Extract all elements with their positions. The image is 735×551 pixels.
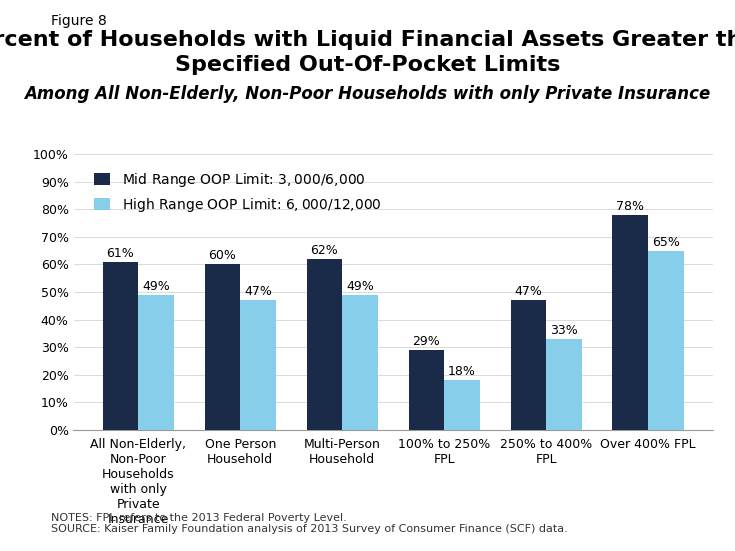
Bar [444,380,480,430]
Text: 62%: 62% [310,244,338,257]
Bar [138,295,174,430]
Text: 47%: 47% [514,285,542,298]
Text: 61%: 61% [107,246,135,260]
Text: 18%: 18% [448,365,476,378]
Bar [612,215,648,430]
Text: 33%: 33% [551,323,578,337]
Text: 49%: 49% [143,279,170,293]
Bar [648,251,684,430]
Bar [204,264,240,430]
Bar [546,339,582,430]
Bar [409,350,444,430]
Bar [103,262,138,430]
Bar [306,259,343,430]
Bar [511,300,546,430]
Text: 49%: 49% [346,279,374,293]
Text: Percent of Households with Liquid Financial Assets Greater than
Specified Out-Of: Percent of Households with Liquid Financ… [0,30,735,75]
Text: 60%: 60% [209,249,237,262]
Bar [240,300,276,430]
Text: 78%: 78% [617,199,645,213]
Text: Figure 8: Figure 8 [51,14,107,28]
Text: 29%: 29% [412,334,440,348]
Text: 65%: 65% [652,235,680,249]
Text: Among All Non-Elderly, Non-Poor Households with only Private Insurance: Among All Non-Elderly, Non-Poor Househol… [24,85,711,104]
Text: 47%: 47% [244,285,272,298]
Legend: Mid Range OOP Limit: $3,000/$6,000, High Range OOP Limit: $6,000/$12,000: Mid Range OOP Limit: $3,000/$6,000, High… [87,164,388,221]
Text: NOTES: FPL refers to the 2013 Federal Poverty Level.
SOURCE: Kaiser Family Found: NOTES: FPL refers to the 2013 Federal Po… [51,513,568,534]
Bar [343,295,378,430]
